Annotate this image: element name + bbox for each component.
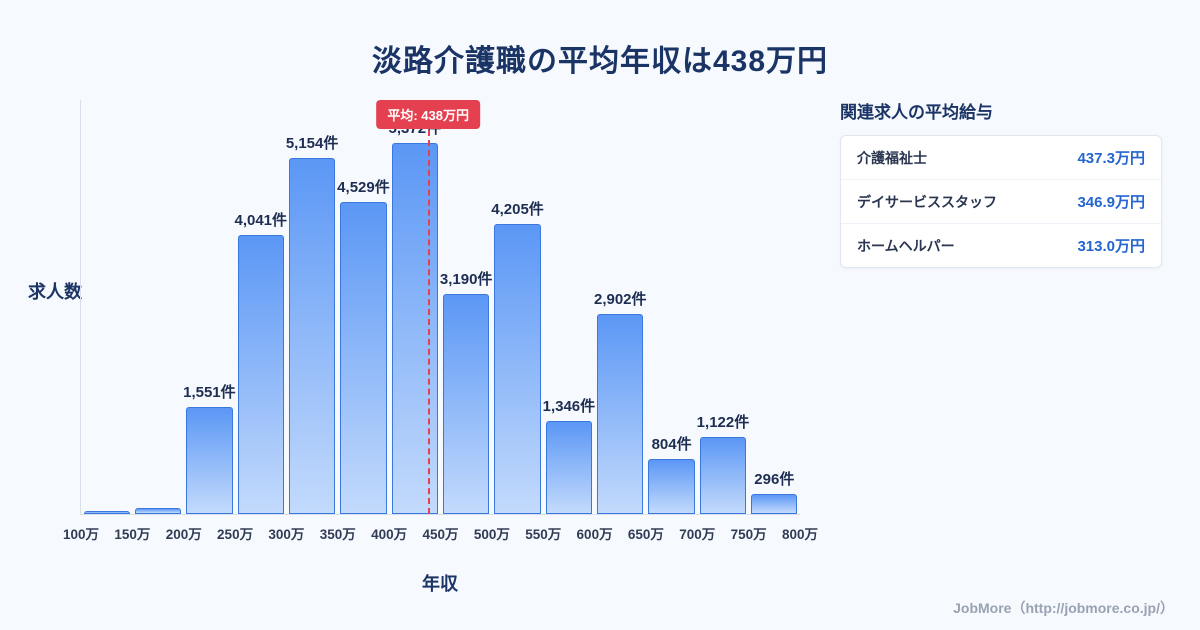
- x-tick-label: 500万: [473, 527, 510, 542]
- x-tick-label: 800万: [781, 527, 819, 542]
- bar-value-label: 5,154件: [285, 135, 339, 153]
- histogram-bar: [134, 508, 182, 514]
- x-tick-label: 150万: [114, 527, 151, 542]
- histogram-bar: [751, 493, 798, 514]
- bar-value-label: 296件: [754, 470, 795, 488]
- histogram-bar: [186, 406, 233, 514]
- x-tick-label: 450万: [422, 527, 459, 542]
- x-tick-label: 200万: [165, 527, 202, 542]
- histogram-bar: [443, 293, 490, 514]
- bar-value-label: 3,190件: [439, 270, 493, 288]
- histogram-bar: [699, 436, 747, 514]
- bar-value-label: 1,346件: [542, 398, 596, 416]
- bar-value-label: 4,041件: [234, 212, 288, 230]
- x-tick-label: 250万: [217, 527, 254, 542]
- bar-value-label: 4,529件: [337, 178, 390, 196]
- histogram-bar: [648, 458, 695, 514]
- histogram-bar: [391, 143, 438, 514]
- histogram-bar: [237, 235, 284, 514]
- job-salary-value: 346.9万円: [1077, 194, 1145, 211]
- bar-value-label: 1,122件: [696, 413, 750, 431]
- y-axis-label: 求人数: [28, 282, 82, 302]
- job-label: デイサービススタッフ: [857, 193, 997, 210]
- job-label: 介護福祉士: [857, 149, 927, 166]
- bar-value-label: 2,902件: [593, 290, 647, 308]
- histogram-plot-area: 平均: 438万円 1,551件4,041件5,154件4,529件5,372件…: [63, 100, 818, 542]
- mean-line: [428, 130, 431, 514]
- x-tick-label: 100万: [62, 527, 100, 542]
- related-job-row: デイサービススタッフ 346.9万円: [841, 180, 1161, 224]
- histogram-bar: [340, 201, 387, 514]
- x-tick-label: 400万: [371, 527, 408, 542]
- page-title: 淡路介護職の平均年収は438万円: [371, 45, 829, 78]
- related-jobs-panel-title: 関連求人の平均給与: [840, 103, 993, 122]
- job-salary-value: 313.0万円: [1077, 238, 1145, 255]
- histogram-bar: [597, 313, 644, 514]
- x-tick-label: 550万: [525, 527, 562, 542]
- related-job-row: ホームヘルパー 313.0万円: [841, 224, 1161, 267]
- x-tick-label: 350万: [319, 527, 356, 542]
- bar-value-label: 804件: [651, 435, 692, 453]
- job-salary-value: 437.3万円: [1077, 150, 1145, 167]
- histogram-bar: [288, 158, 336, 514]
- related-job-row: 介護福祉士 437.3万円: [841, 136, 1161, 180]
- x-tick-label: 650万: [627, 527, 664, 542]
- x-tick-label: 700万: [679, 527, 716, 542]
- bar-value-label: 4,205件: [491, 200, 544, 218]
- bar-value-label: 1,551件: [183, 383, 236, 401]
- x-tick-label: 600万: [576, 527, 613, 542]
- x-axis-label: 年収: [422, 574, 458, 594]
- x-tick-label: 750万: [730, 527, 767, 542]
- job-label: ホームヘルパー: [857, 237, 955, 254]
- histogram-bar: [83, 510, 130, 514]
- histogram-bar: [494, 223, 541, 514]
- x-tick-label: 300万: [268, 527, 305, 542]
- histogram-bar: [545, 421, 593, 514]
- mean-badge: 平均: 438万円: [376, 100, 480, 129]
- related-jobs-card: 介護福祉士 437.3万円 デイサービススタッフ 346.9万円 ホームヘルパー…: [840, 135, 1162, 268]
- footer-credit: JobMore（http://jobmore.co.jp/）: [953, 600, 1174, 616]
